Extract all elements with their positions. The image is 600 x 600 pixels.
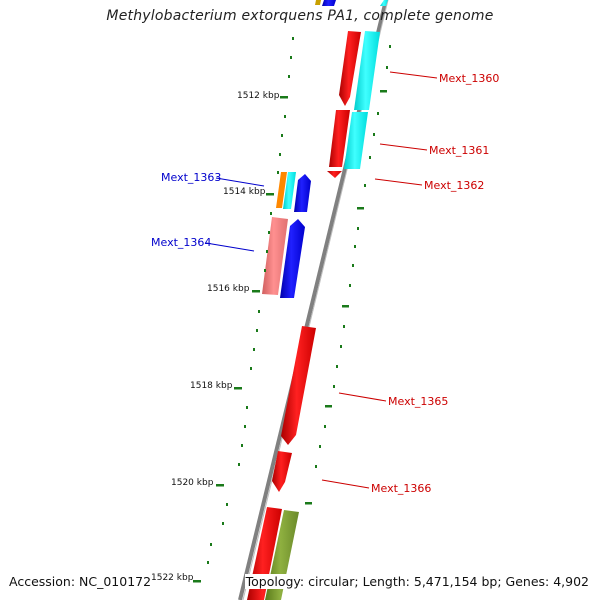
tick-label-1520: 1520 kbp <box>171 478 214 488</box>
gene-mext-1360-cyan[interactable] <box>354 31 380 110</box>
gene-mext-1360-red[interactable] <box>339 31 361 106</box>
gene-mext-1361-cyan[interactable] <box>344 112 368 169</box>
gene-top-cyan[interactable] <box>380 0 388 6</box>
inner-ticks <box>193 37 294 583</box>
gene-mext-1361-red[interactable] <box>329 110 350 167</box>
tick-label-1516: 1516 kbp <box>207 284 250 294</box>
gene-mext-1365[interactable] <box>281 326 316 445</box>
gene-mext-1364-pink[interactable] <box>262 217 288 295</box>
gene-mext-1362[interactable] <box>327 171 342 178</box>
gene-label-mext-1363[interactable]: Mext_1363 <box>161 171 221 184</box>
gene-label-mext-1365[interactable]: Mext_1365 <box>388 395 448 408</box>
gene-mext-1363-orange[interactable] <box>276 172 287 208</box>
genome-summary-text: Topology: circular; Length: 5,471,154 bp… <box>244 574 590 589</box>
gene-mext-1366[interactable] <box>272 451 292 492</box>
genome-title: Methylobacterium extorquens PA1, complet… <box>106 8 494 24</box>
gene-mext-1363-blue[interactable] <box>294 174 311 212</box>
tick-label-1514: 1514 kbp <box>223 187 266 197</box>
gene-label-mext-1360[interactable]: Mext_1360 <box>439 72 499 85</box>
gene-label-mext-1362[interactable]: Mext_1362 <box>424 179 484 192</box>
gene-mext-1364-blue[interactable] <box>280 219 305 298</box>
gene-label-mext-1364[interactable]: Mext_1364 <box>151 236 211 249</box>
gene-mext-1363-cyan[interactable] <box>283 172 296 209</box>
gene-top-blue[interactable] <box>322 0 336 6</box>
outer-ticks <box>305 45 391 505</box>
tick-label-1518: 1518 kbp <box>190 381 233 391</box>
tick-label-1512: 1512 kbp <box>237 91 280 101</box>
tick-label-1522: 1522 kbp <box>151 573 194 583</box>
accession-text: Accession: NC_010172 <box>9 574 152 589</box>
gene-label-mext-1366[interactable]: Mext_1366 <box>371 482 431 495</box>
gene-label-mext-1361[interactable]: Mext_1361 <box>429 144 489 157</box>
